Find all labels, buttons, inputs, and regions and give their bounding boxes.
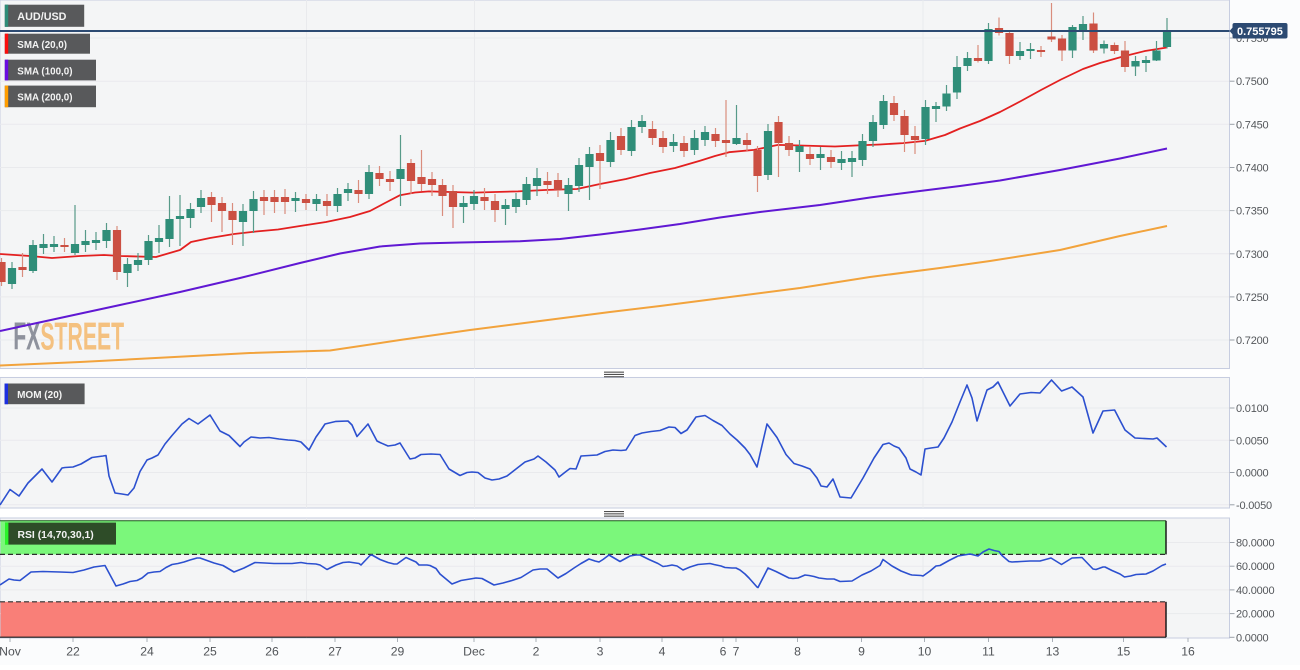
svg-text:AUD/USD: AUD/USD bbox=[17, 11, 66, 23]
svg-text:25: 25 bbox=[203, 645, 217, 659]
svg-text:80.0000: 80.0000 bbox=[1236, 538, 1274, 550]
svg-text:2: 2 bbox=[533, 645, 540, 659]
svg-text:0.7400: 0.7400 bbox=[1236, 163, 1269, 175]
svg-text:RSI (14,70,30,1): RSI (14,70,30,1) bbox=[18, 530, 94, 541]
svg-text:0.0050: 0.0050 bbox=[1236, 435, 1269, 447]
svg-text:-0.0050: -0.0050 bbox=[1236, 500, 1272, 512]
svg-text:16: 16 bbox=[1181, 645, 1195, 659]
svg-text:6: 6 bbox=[720, 645, 727, 659]
svg-text:0.0000: 0.0000 bbox=[1236, 468, 1269, 480]
svg-text:8: 8 bbox=[794, 645, 801, 659]
svg-text:MOM (20): MOM (20) bbox=[17, 390, 62, 401]
svg-text:Dec: Dec bbox=[463, 645, 485, 659]
svg-text:0.755795: 0.755795 bbox=[1237, 26, 1283, 38]
svg-text:0.0000: 0.0000 bbox=[1236, 632, 1269, 644]
svg-text:0.7300: 0.7300 bbox=[1236, 249, 1269, 261]
svg-text:0.7350: 0.7350 bbox=[1236, 206, 1269, 218]
svg-text:SMA (20,0): SMA (20,0) bbox=[17, 40, 67, 51]
svg-text:Nov: Nov bbox=[0, 645, 22, 659]
svg-text:7: 7 bbox=[733, 645, 740, 659]
svg-text:29: 29 bbox=[391, 645, 405, 659]
svg-text:0.0100: 0.0100 bbox=[1236, 403, 1269, 415]
svg-text:20.0000: 20.0000 bbox=[1236, 609, 1274, 621]
svg-text:10: 10 bbox=[918, 645, 932, 659]
svg-text:24: 24 bbox=[140, 645, 154, 659]
svg-text:40.0000: 40.0000 bbox=[1236, 585, 1274, 597]
svg-text:11: 11 bbox=[982, 645, 995, 659]
svg-text:13: 13 bbox=[1046, 645, 1060, 659]
svg-text:22: 22 bbox=[66, 645, 80, 659]
svg-text:9: 9 bbox=[858, 645, 865, 659]
svg-text:0.7200: 0.7200 bbox=[1236, 335, 1269, 347]
svg-text:0.7450: 0.7450 bbox=[1236, 119, 1269, 131]
svg-text:26: 26 bbox=[265, 645, 279, 659]
svg-text:4: 4 bbox=[659, 645, 666, 659]
svg-text:0.7250: 0.7250 bbox=[1236, 292, 1269, 304]
svg-text:27: 27 bbox=[328, 645, 342, 659]
svg-text:SMA (100,0): SMA (100,0) bbox=[17, 66, 72, 77]
svg-text:3: 3 bbox=[597, 645, 604, 659]
svg-text:SMA (200,0): SMA (200,0) bbox=[17, 93, 72, 104]
svg-text:FXSTREET: FXSTREET bbox=[13, 315, 124, 358]
svg-text:60.0000: 60.0000 bbox=[1236, 561, 1274, 573]
svg-text:15: 15 bbox=[1117, 645, 1131, 659]
svg-text:0.7500: 0.7500 bbox=[1236, 76, 1269, 88]
